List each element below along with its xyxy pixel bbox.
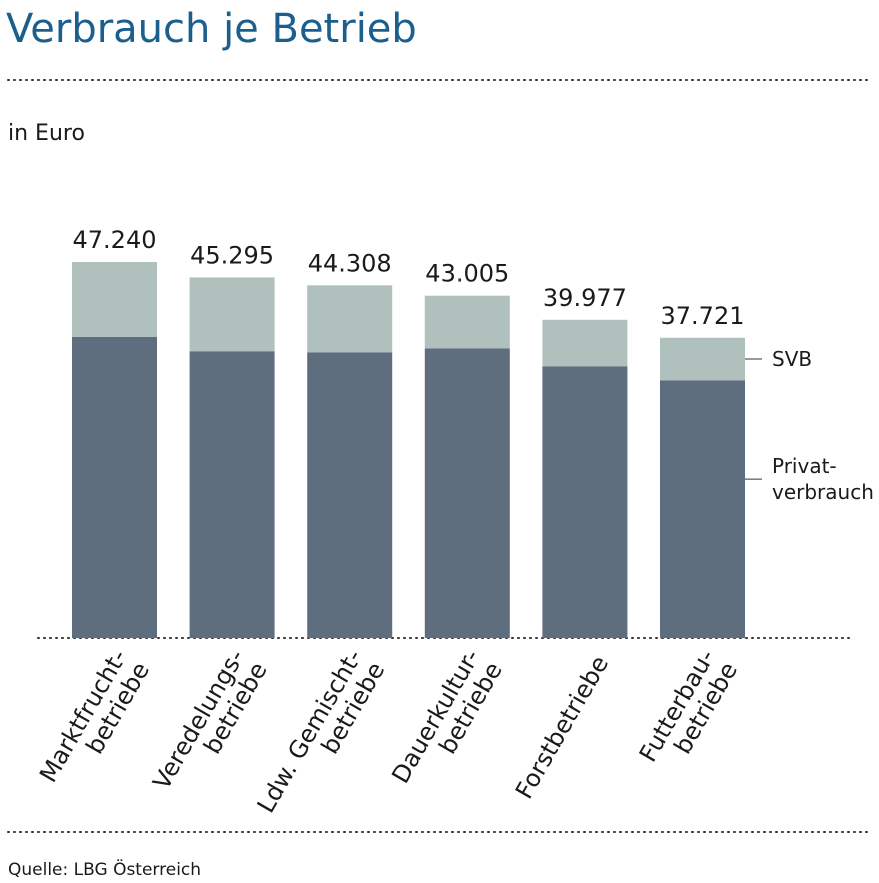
bar-segment bbox=[307, 352, 393, 638]
x-tick-label: Futterbau-betriebe bbox=[634, 645, 743, 780]
chart-title: Verbrauch je Betrieb bbox=[6, 6, 417, 52]
bar-segment bbox=[424, 348, 510, 638]
legend-label: Privat-verbrauch bbox=[772, 454, 874, 504]
total-label: 39.977 bbox=[543, 284, 627, 312]
x-tick-label: Marktfrucht-betriebe bbox=[34, 645, 155, 801]
total-label: 43.005 bbox=[425, 260, 509, 288]
bar-segment bbox=[307, 285, 393, 353]
legend-label-line: SVB bbox=[772, 347, 812, 371]
total-label: 45.295 bbox=[190, 241, 274, 269]
x-tick-label: Veredelungs-betriebe bbox=[147, 645, 272, 808]
bar-segment bbox=[72, 262, 157, 337]
bar-segment bbox=[189, 277, 275, 352]
x-tick-label-line: Forstbetriebe bbox=[510, 651, 614, 804]
bar-segment bbox=[660, 380, 745, 638]
total-label: 47.240 bbox=[73, 226, 157, 254]
total-label: 37.721 bbox=[661, 302, 745, 330]
x-tick-label: Forstbetriebe bbox=[510, 651, 614, 804]
legend-label: SVB bbox=[772, 347, 812, 371]
bar-segment bbox=[542, 319, 628, 367]
bar-segment bbox=[189, 351, 275, 638]
legend-label-line: verbrauch bbox=[772, 480, 874, 504]
bar-segment bbox=[424, 295, 510, 349]
bar-segment bbox=[542, 366, 628, 638]
legend-label-line: Privat- bbox=[772, 454, 837, 478]
source: Quelle: LBG Österreich bbox=[8, 858, 201, 880]
subtitle: in Euro bbox=[8, 121, 85, 146]
x-tick-label: Dauerkultur-betriebe bbox=[386, 645, 508, 802]
bar-segment bbox=[72, 336, 157, 638]
x-tick-label: Ldw. Gemischt-betriebe bbox=[252, 645, 391, 831]
bar-segment bbox=[660, 337, 745, 381]
total-label: 44.308 bbox=[308, 249, 392, 277]
